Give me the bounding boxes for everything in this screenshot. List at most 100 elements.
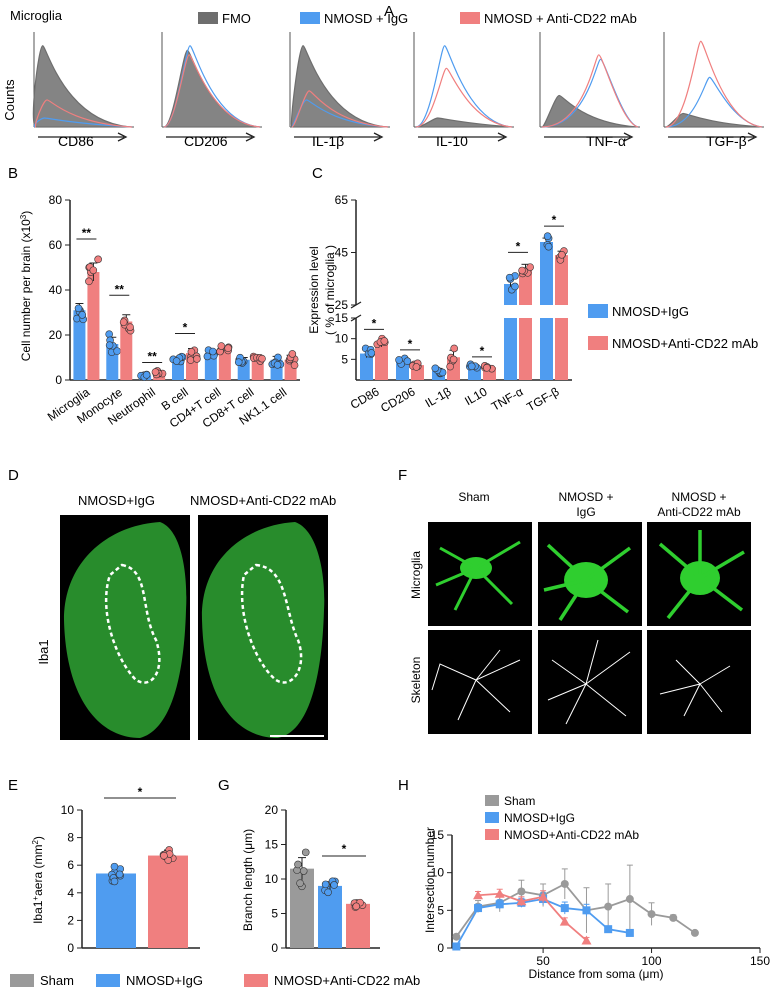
panelG-sig-star: *: [342, 842, 347, 856]
panelB-bar: [87, 272, 100, 380]
panelH-point: [495, 900, 504, 909]
panelH-point: [517, 887, 526, 896]
panelG-y-tick-label: 20: [265, 803, 279, 817]
panelB-sig-star: **: [147, 350, 157, 364]
panelH-series-line: [455, 882, 696, 938]
panel-letter-a: A: [384, 3, 394, 20]
panelD-label-igg: NMOSD+IgG: [78, 493, 155, 508]
legend-igg: NMOSD + IgG: [324, 11, 408, 26]
panelE-y-tick-label: 4: [67, 886, 74, 900]
data-point: [105, 341, 114, 349]
panelC-x-label: TGF-β: [524, 384, 561, 414]
histogram-curve: [290, 45, 389, 128]
data-point: [126, 323, 134, 331]
panelH-point: [582, 906, 591, 915]
skeleton-image-sham: [428, 630, 532, 734]
brain-section-igg: [60, 515, 190, 740]
panelC-y-tick-label: 15: [335, 311, 349, 325]
panelC-bar-upper: [540, 242, 553, 305]
panelC-bar-lower: [555, 318, 568, 380]
data-point: [518, 266, 526, 275]
histogram-arrowhead: [497, 132, 508, 142]
histogram-curve: [415, 67, 513, 128]
panelB-y-tick-label: 60: [49, 238, 63, 252]
data-point: [193, 355, 201, 363]
panelC-x-label: CD206: [378, 384, 418, 415]
panelB-sig-star: **: [82, 226, 92, 240]
panelC-bar: [360, 353, 373, 380]
data-point: [217, 342, 226, 350]
panelH-point: [560, 904, 569, 913]
panelC-bar-lower: [504, 318, 517, 380]
data-point: [151, 368, 160, 376]
panelB-ylabel: Cell number per brain (x103): [19, 211, 33, 362]
panelH-point: [452, 942, 461, 951]
histogram-curve: [665, 40, 763, 128]
panelB-y-tick-label: 0: [55, 373, 62, 387]
panelH-point: [625, 895, 634, 904]
data-point: [467, 362, 476, 371]
panelC-sig-star: *: [552, 213, 557, 227]
panelG-bar: [346, 903, 370, 948]
histogram-curve: [415, 117, 513, 128]
histogram-curve: [291, 99, 389, 128]
histogram-arrowhead: [245, 132, 256, 142]
panelH-point: [452, 932, 461, 941]
data-point: [94, 255, 102, 264]
panelH-point: [560, 879, 569, 888]
panelE-y-tick-label: 2: [67, 913, 74, 927]
histogram-curve: [163, 54, 261, 128]
histogram-curve: [163, 49, 261, 128]
data-point: [301, 848, 310, 857]
histogram-panels: [32, 32, 764, 142]
panelH-x-tick-label: 150: [750, 954, 770, 968]
panelE-ylabel: Iba1+aera (mm2): [31, 836, 45, 924]
data-point: [78, 311, 87, 319]
panelH-point: [604, 925, 613, 934]
bottom-legend-anti: NMOSD+Anti-CD22 mAb: [274, 973, 420, 988]
panelG-y-tick-label: 5: [271, 907, 278, 921]
panelC-y-tick-label: 5: [341, 352, 348, 366]
data-point: [431, 364, 440, 373]
histogram-curve: [291, 90, 389, 128]
data-point: [483, 364, 491, 372]
panelH-xlabel: Distance from soma (μm): [529, 967, 664, 981]
histogram-curve: [541, 58, 639, 128]
histogram-curve: [665, 76, 763, 128]
panelC-x-label: IL10: [462, 384, 490, 408]
panelH-point: [474, 904, 483, 913]
panelB-sig-star: **: [115, 282, 125, 296]
panelE-bar: [148, 855, 188, 948]
legend-c-igg: NMOSD+IgG: [612, 304, 689, 319]
panelE-y-tick-label: 10: [61, 803, 75, 817]
panel-letter-g: G: [218, 777, 230, 794]
panelH-x-tick-label: 100: [642, 954, 662, 968]
panelH-point: [559, 916, 570, 926]
data-point: [449, 355, 458, 364]
skeleton-image-igg: [538, 630, 642, 734]
brain-section-anti: [198, 515, 328, 740]
data-point: [113, 347, 121, 355]
panelE-sig-star: *: [138, 785, 143, 799]
panelB-bar: [120, 321, 133, 380]
histogram-legend: FMO NMOSD + IgG NMOSD + Anti-CD22 mAb: [198, 11, 637, 26]
panelG-y-tick-label: 15: [265, 838, 279, 852]
panelH-point: [494, 888, 505, 898]
panelB-bar: [73, 310, 86, 380]
data-point: [505, 273, 514, 282]
data-point: [234, 358, 243, 366]
data-point: [203, 352, 212, 361]
data-point: [115, 870, 124, 879]
panelF-col-sham: Sham: [458, 490, 489, 504]
panelH-x-tick-label: 50: [536, 954, 550, 968]
counts-label: Counts: [2, 79, 17, 121]
histogram-arrowhead: [373, 132, 384, 142]
panelH-y-tick-label: 5: [437, 903, 444, 917]
data-point: [299, 867, 308, 875]
data-point: [296, 879, 304, 887]
panelB-y-tick-label: 80: [49, 193, 63, 207]
histogram-curve: [32, 45, 133, 128]
panelC-y-tick-label: 45: [335, 246, 349, 260]
panelF-col-igg-2: IgG: [576, 505, 595, 519]
data-point: [526, 263, 534, 271]
